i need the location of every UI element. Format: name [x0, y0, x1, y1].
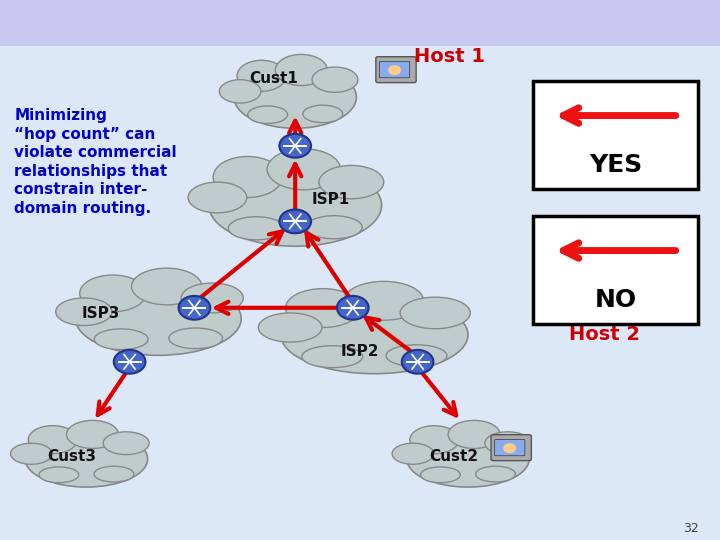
Ellipse shape: [248, 106, 287, 124]
Text: YES: YES: [589, 153, 642, 177]
Ellipse shape: [220, 80, 261, 103]
Circle shape: [504, 444, 516, 453]
Ellipse shape: [181, 283, 243, 313]
Ellipse shape: [400, 297, 470, 329]
FancyBboxPatch shape: [495, 440, 525, 456]
Ellipse shape: [213, 157, 282, 198]
Circle shape: [114, 350, 145, 374]
Circle shape: [337, 296, 369, 320]
Text: ISP3: ISP3: [81, 306, 120, 321]
FancyBboxPatch shape: [533, 216, 698, 324]
Ellipse shape: [420, 467, 460, 483]
Ellipse shape: [132, 268, 202, 305]
Ellipse shape: [76, 282, 241, 355]
Text: NO: NO: [595, 288, 636, 312]
FancyBboxPatch shape: [0, 0, 720, 46]
Circle shape: [179, 296, 210, 320]
Ellipse shape: [39, 467, 78, 483]
FancyBboxPatch shape: [379, 62, 410, 78]
Ellipse shape: [448, 420, 500, 448]
Circle shape: [389, 66, 400, 75]
Text: Minimizing
“hop count” can
violate commercial
relationships that
constrain inter: Minimizing “hop count” can violate comme…: [14, 108, 177, 216]
Text: Host 2: Host 2: [569, 325, 640, 345]
Ellipse shape: [302, 346, 363, 368]
Ellipse shape: [237, 60, 286, 91]
Text: ISP2: ISP2: [341, 343, 379, 359]
FancyBboxPatch shape: [533, 81, 698, 189]
Ellipse shape: [11, 443, 52, 464]
Ellipse shape: [209, 164, 382, 246]
Ellipse shape: [386, 345, 447, 367]
Ellipse shape: [485, 432, 531, 455]
Ellipse shape: [168, 328, 222, 349]
Ellipse shape: [281, 296, 468, 374]
Ellipse shape: [94, 329, 148, 349]
Circle shape: [279, 134, 311, 158]
Ellipse shape: [410, 426, 459, 454]
Ellipse shape: [267, 148, 341, 190]
Ellipse shape: [306, 215, 362, 239]
Circle shape: [279, 210, 311, 233]
Ellipse shape: [55, 298, 112, 326]
Ellipse shape: [344, 281, 423, 320]
Text: Cust1: Cust1: [249, 71, 298, 86]
Text: Policy-Based vs. Distance-Based Routing?: Policy-Based vs. Distance-Based Routing?: [114, 12, 606, 33]
Ellipse shape: [285, 288, 361, 327]
Ellipse shape: [66, 420, 119, 448]
Ellipse shape: [392, 443, 433, 464]
Ellipse shape: [188, 182, 247, 213]
Ellipse shape: [312, 67, 358, 92]
Ellipse shape: [234, 66, 356, 129]
FancyBboxPatch shape: [376, 57, 416, 83]
Text: Host 1: Host 1: [414, 47, 485, 66]
Ellipse shape: [228, 217, 284, 240]
Ellipse shape: [303, 105, 343, 123]
Circle shape: [402, 350, 433, 374]
Ellipse shape: [319, 165, 384, 199]
Ellipse shape: [258, 313, 322, 342]
Ellipse shape: [28, 426, 77, 454]
Text: 32: 32: [683, 522, 698, 535]
Ellipse shape: [275, 55, 328, 85]
Ellipse shape: [103, 432, 149, 455]
Ellipse shape: [80, 275, 146, 312]
Ellipse shape: [407, 431, 529, 487]
Ellipse shape: [94, 466, 134, 482]
Ellipse shape: [476, 466, 516, 482]
FancyBboxPatch shape: [491, 435, 531, 461]
Text: Cust2: Cust2: [429, 449, 478, 464]
Ellipse shape: [25, 431, 148, 487]
Text: ISP1: ISP1: [312, 192, 351, 207]
Text: Cust3: Cust3: [48, 449, 96, 464]
